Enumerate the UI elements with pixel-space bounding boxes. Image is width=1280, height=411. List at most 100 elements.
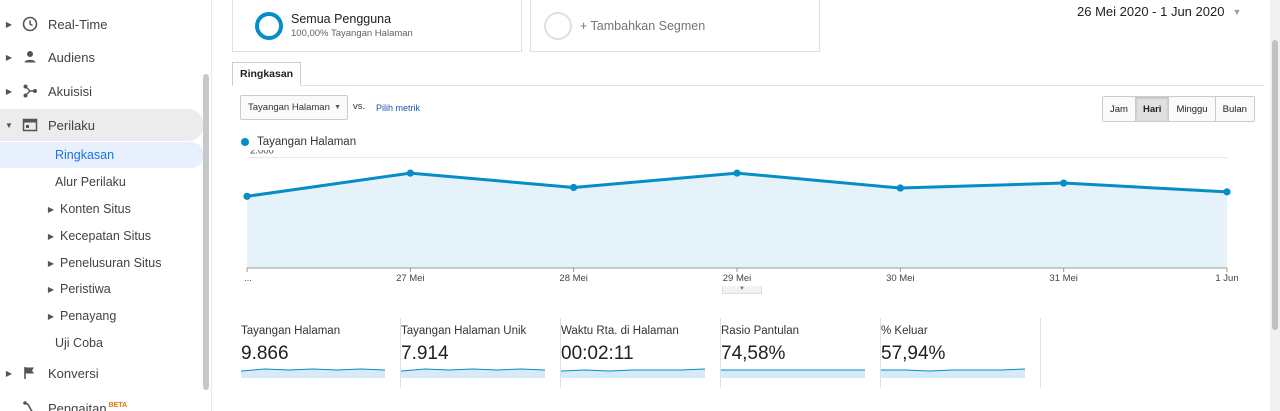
segment-color-circle-icon [255, 11, 283, 40]
data-point [243, 192, 251, 200]
clock-icon [18, 15, 42, 33]
beta-badge: BETA [108, 402, 128, 410]
add-segment-card[interactable]: + Tambahkan Segmen [530, 0, 820, 52]
tab-ringkasan[interactable]: Ringkasan [232, 62, 302, 86]
sidebar-subitem-uji-coba[interactable]: Uji Coba [0, 330, 204, 356]
scorecard-title: Tayangan Halaman Unik [401, 325, 527, 337]
data-point [733, 169, 741, 177]
scorecard-sparkline [241, 368, 385, 378]
sidebar-subitem-ringkasan[interactable]: Ringkasan [0, 142, 204, 168]
legend-label: Tayangan Halaman [257, 136, 357, 148]
expand-caret-icon: ▶ [47, 231, 55, 241]
sidebar-subitem-konten-situs[interactable]: ▶ Konten Situs [0, 196, 204, 222]
scorecard-sparkline [401, 368, 545, 378]
expand-caret-icon: ▶ [47, 204, 55, 214]
acquisition-icon [18, 82, 42, 100]
tab-bar: Ringkasan [232, 62, 1265, 86]
sidebar-subitem-peristiwa[interactable]: ▶ Peristiwa [0, 276, 204, 302]
date-range-text: 26 Mei 2020 - 1 Jun 2020 [1077, 4, 1225, 19]
granularity-button-jam[interactable]: Jam [1103, 97, 1136, 121]
scorecard-title: Tayangan Halaman [241, 325, 341, 337]
sidebar-item-label-text: Pengaitan [48, 400, 107, 411]
x-tick-label: 1 Jun [1215, 273, 1238, 284]
sidebar-subitem-penelusuran-situs[interactable]: ▶ Penelusuran Situs [0, 250, 204, 276]
expand-caret-icon: ▶ [5, 52, 13, 62]
sidebar-item-audiens[interactable]: ▶ Audiens [0, 41, 204, 73]
segment-text: Semua Pengguna 100,00% Tayangan Halaman [291, 12, 413, 39]
pick-metric-link[interactable]: Pilih metrik [376, 103, 421, 113]
scorecard-title: Rasio Pantulan [721, 325, 799, 337]
sidebar-item-label: Akuisisi [48, 83, 93, 99]
page-scrollbar-thumb[interactable] [1272, 40, 1278, 330]
scorecard-pageviews[interactable]: Tayangan Halaman 9.866 [241, 318, 401, 388]
empty-segment-circle-icon [544, 11, 572, 40]
scorecard-sparkline [721, 369, 865, 378]
data-point [570, 183, 578, 192]
metric-select[interactable]: Tayangan Halaman ▼ [240, 95, 348, 120]
scorecard-bounce-rate[interactable]: Rasio Pantulan 74,58% [721, 318, 881, 388]
chart-collapse-handle[interactable]: ▼ [722, 286, 762, 294]
segment-subtitle: 100,00% Tayangan Halaman [291, 28, 413, 39]
scorecard-title: Waktu Rta. di Halaman [561, 325, 679, 337]
sidebar-item-akuisisi[interactable]: ▶ Akuisisi [0, 75, 204, 107]
scorecard-unique-pageviews[interactable]: Tayangan Halaman Unik 7.914 [401, 318, 561, 388]
expand-caret-icon: ▶ [5, 86, 13, 96]
y-tick-label: 2.000 [250, 150, 274, 157]
sidebar-subitem-alur-perilaku[interactable]: Alur Perilaku [0, 169, 204, 195]
dropdown-arrow-icon: ▼ [1232, 6, 1242, 17]
behavior-icon [18, 116, 42, 134]
scorecard-value: 00:02:11 [561, 343, 634, 364]
main-content: Semua Pengguna 100,00% Tayangan Halaman … [225, 0, 1265, 411]
x-tick-label: 27 Mei [396, 273, 425, 284]
scorecard-value: 57,94% [881, 343, 946, 364]
scorecard-title: % Keluar [881, 325, 928, 337]
vs-label: vs. [353, 101, 366, 112]
legend-dot-icon [241, 138, 249, 146]
sidebar-item-real-time[interactable]: ▶ Real-Time [0, 8, 204, 40]
series-area [247, 173, 1227, 268]
add-segment-text: + Tambahkan Segmen [580, 18, 706, 33]
sidebar-subitem-penayang[interactable]: ▶ Penayang [0, 303, 204, 329]
granularity-button-minggu[interactable]: Minggu [1169, 97, 1216, 121]
x-tick-label: ... [244, 273, 252, 284]
granularity-toggle: Jam Hari Minggu Bulan [1102, 96, 1255, 122]
granularity-button-hari[interactable]: Hari [1135, 97, 1170, 121]
dropdown-arrow-icon: ▼ [334, 104, 341, 111]
person-icon [18, 48, 42, 66]
sidebar-item-label: Pengaitan BETA [48, 401, 127, 411]
page-scrollbar[interactable] [1270, 0, 1280, 411]
attribution-icon [18, 399, 42, 411]
scorecard-sparkline [881, 368, 1025, 378]
scorecard-value: 74,58% [721, 343, 786, 364]
segment-card-all-users[interactable]: Semua Pengguna 100,00% Tayangan Halaman [232, 0, 522, 52]
sidebar-item-label: Audiens [48, 49, 95, 65]
expand-caret-icon: ▶ [47, 284, 55, 294]
chart-legend: Tayangan Halaman [241, 136, 356, 148]
metric-select-value: Tayangan Halaman [248, 102, 330, 113]
sidebar-item-perilaku[interactable]: ▼ Perilaku [0, 109, 204, 141]
expand-caret-icon: ▶ [5, 368, 13, 378]
scorecard-value: 7.914 [401, 343, 449, 364]
x-tick-label: 28 Mei [559, 273, 588, 284]
sidebar-subitem-label: Peristiwa [60, 282, 111, 296]
scorecard-exit-rate[interactable]: % Keluar 57,94% [881, 318, 1041, 388]
granularity-button-bulan[interactable]: Bulan [1215, 97, 1254, 121]
data-point [896, 184, 904, 192]
sidebar-item-label: Real-Time [48, 16, 108, 32]
scorecard-sparkline [561, 368, 705, 378]
scorecard-avg-time[interactable]: Waktu Rta. di Halaman 00:02:11 [561, 318, 721, 388]
sidebar-subitem-kecepatan-situs[interactable]: ▶ Kecepatan Situs [0, 223, 204, 249]
sidebar-item-label: Konversi [48, 365, 99, 381]
data-point [1060, 179, 1068, 187]
x-tick-label: 31 Mei [1049, 273, 1078, 284]
sidebar-item-konversi[interactable]: ▶ Konversi [0, 357, 204, 389]
sidebar-scrollbar[interactable] [203, 74, 209, 390]
x-tick-label: 30 Mei [886, 273, 915, 284]
sidebar-subitem-label: Kecepatan Situs [60, 229, 152, 243]
sidebar-item-label: Perilaku [48, 117, 95, 133]
segment-title: Semua Pengguna [291, 12, 392, 26]
scorecard-value: 9.866 [241, 343, 289, 364]
data-point [406, 169, 414, 177]
date-range-picker[interactable]: 26 Mei 2020 - 1 Jun 2020 ▼ [1077, 4, 1241, 19]
